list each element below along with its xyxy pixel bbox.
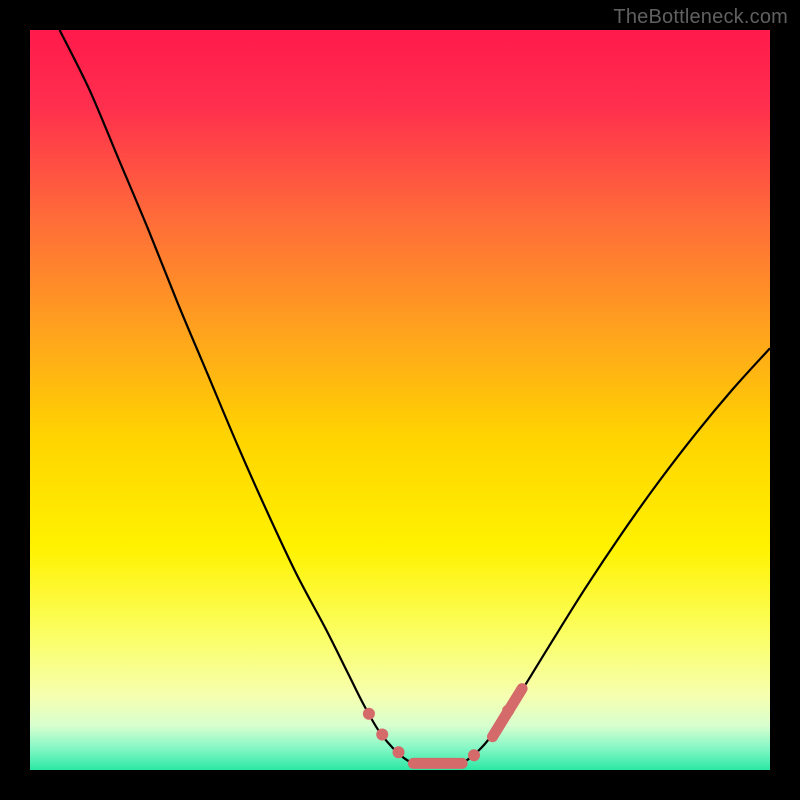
bottleneck-chart: [0, 0, 800, 800]
highlight-point: [502, 705, 514, 717]
watermark-text: TheBottleneck.com: [613, 6, 788, 29]
highlight-point: [393, 746, 405, 758]
highlight-point: [376, 728, 388, 740]
highlight-point: [363, 708, 375, 720]
highlight-point: [468, 749, 480, 761]
gradient-background: [30, 30, 770, 770]
